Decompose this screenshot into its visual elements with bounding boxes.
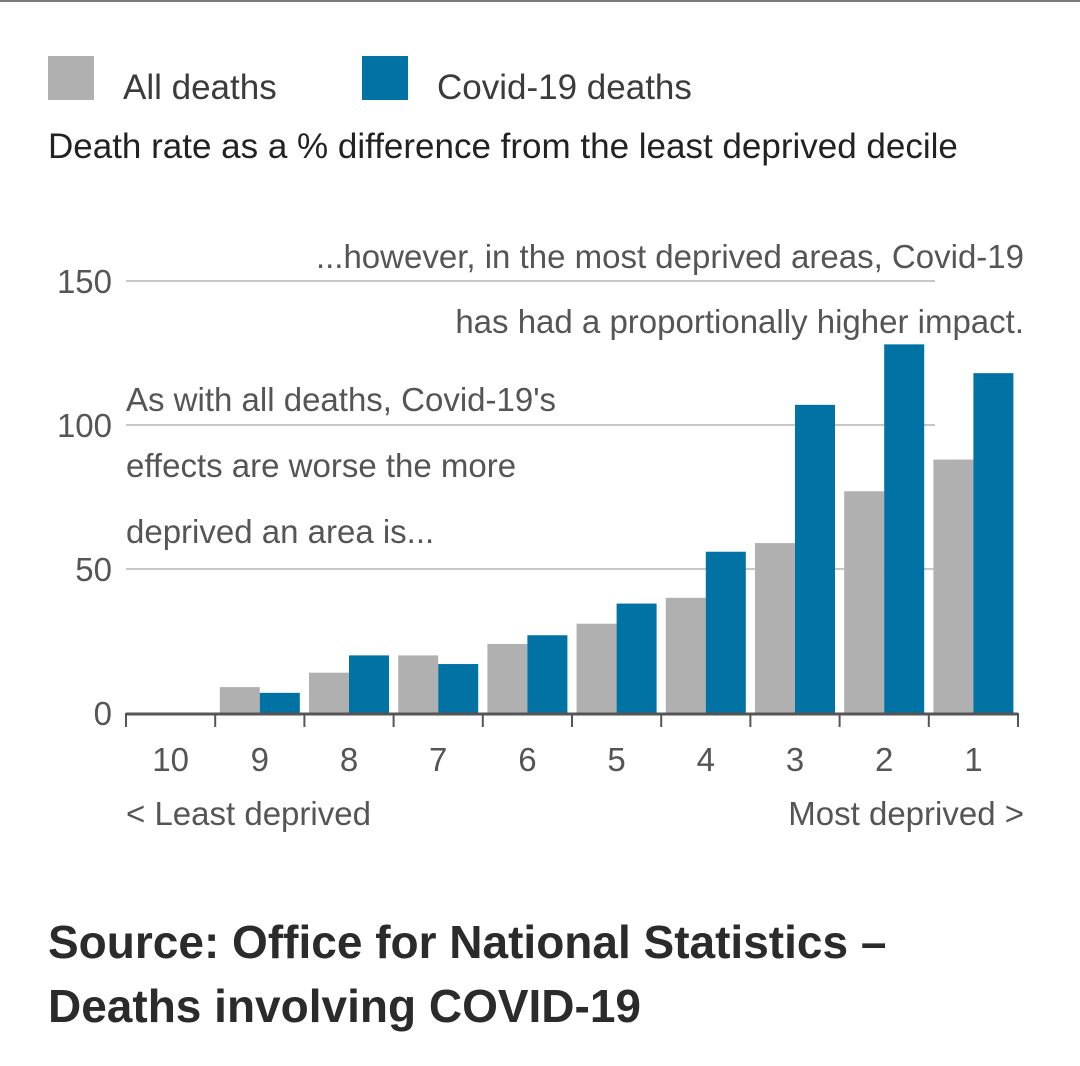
- bar-all-deaths-decile-5: [576, 623, 617, 713]
- x-tick-label: 7: [429, 741, 447, 778]
- bars: [219, 344, 1014, 713]
- bar-covid-deaths-decile-6: [527, 635, 568, 713]
- y-tick-label: 150: [57, 263, 112, 300]
- x-tick-label: 4: [697, 741, 715, 778]
- bar-covid-deaths-decile-1: [973, 373, 1014, 713]
- bar-covid-deaths-decile-8: [349, 655, 389, 713]
- legend-swatch-covid-deaths: [362, 56, 408, 100]
- axis-end-label-least-deprived: < Least deprived: [126, 795, 371, 832]
- x-tick-label: 10: [152, 741, 189, 778]
- bar-all-deaths-decile-3: [755, 543, 795, 713]
- source-note: Source: Office for National Statistics –…: [48, 910, 1048, 1038]
- x-tick-label: 6: [518, 741, 536, 778]
- top-rule: [0, 0, 1080, 2]
- x-axis: [125, 712, 1019, 727]
- annotation-left-line2: effects are worse the more: [126, 447, 516, 484]
- bar-all-deaths-decile-6: [487, 643, 528, 713]
- bar-covid-deaths-decile-7: [438, 664, 479, 713]
- legend-label-covid-deaths: Covid-19 deaths: [437, 68, 692, 107]
- y-axis-ticks: 0 50 100 150: [57, 263, 112, 732]
- bar-covid-deaths-decile-9: [259, 692, 300, 713]
- bar-all-deaths-decile-4: [665, 597, 706, 713]
- x-tick-label: 1: [964, 741, 982, 778]
- bar-all-deaths-decile-7: [398, 655, 439, 713]
- y-tick-label: 0: [94, 695, 112, 732]
- x-tick-label: 8: [340, 741, 358, 778]
- source-line2: Deaths involving COVID-19: [48, 980, 642, 1032]
- bar-covid-deaths-decile-4: [705, 551, 746, 713]
- y-tick-label: 50: [75, 551, 112, 588]
- bar-all-deaths-decile-8: [309, 672, 349, 713]
- y-tick-label: 100: [57, 407, 112, 444]
- bar-chart: 0 50 100 150 10 9 8 7 6 5 4 3 2 1 ...however, in the…: [57, 238, 1024, 832]
- bar-all-deaths-decile-2: [844, 491, 885, 713]
- source-line1: Source: Office for National Statistics –: [48, 916, 887, 968]
- x-tick-label: 2: [875, 741, 893, 778]
- axis-end-label-most-deprived: Most deprived >: [788, 795, 1024, 832]
- x-axis-ticks: 10 9 8 7 6 5 4 3 2 1: [152, 741, 982, 778]
- bar-all-deaths-decile-9: [219, 687, 260, 713]
- legend-label-all-deaths: All deaths: [123, 68, 277, 107]
- bar-covid-deaths-decile-5: [616, 603, 657, 713]
- bar-all-deaths-decile-1: [933, 459, 974, 713]
- annotation-left-line1: As with all deaths, Covid-19's: [126, 381, 556, 418]
- annotation-left-line3: deprived an area is...: [126, 513, 434, 550]
- chart-subtitle: Death rate as a % difference from the le…: [48, 127, 958, 166]
- bar-covid-deaths-decile-2: [884, 344, 925, 713]
- legend-swatch-all-deaths: [48, 56, 94, 100]
- annotation-right-line1: ...however, in the most deprived areas, …: [316, 238, 1024, 275]
- x-tick-label: 3: [786, 741, 804, 778]
- x-tick-label: 5: [607, 741, 625, 778]
- bar-covid-deaths-decile-3: [795, 404, 835, 713]
- annotation-right-line2: has had a proportionally higher impact.: [455, 303, 1024, 340]
- x-tick-label: 9: [251, 741, 269, 778]
